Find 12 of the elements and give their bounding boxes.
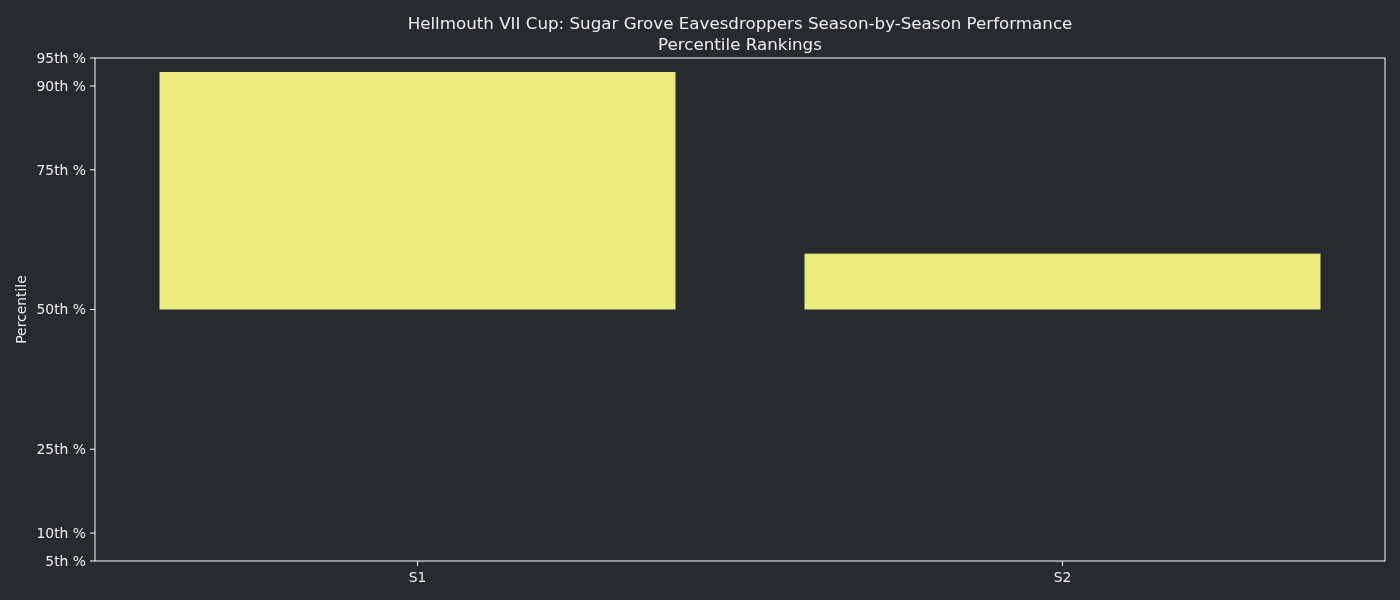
y-tick-label: 90th % (36, 77, 86, 94)
y-tick-label: 25th % (36, 441, 86, 458)
chart-title: Hellmouth VII Cup: Sugar Grove Eavesdroppers Season-by-Season Performance (407, 13, 1073, 33)
y-tick-label: 10th % (36, 524, 86, 541)
y-axis-title: Percentile (13, 275, 29, 344)
chart-subtitle: Percentile Rankings (658, 34, 822, 54)
x-tick-label: S2 (1053, 569, 1072, 585)
y-tick-label: 5th % (45, 552, 86, 569)
y-tick-label: 95th % (36, 49, 86, 66)
y-tick-label: 75th % (36, 161, 86, 178)
x-tick-label: S1 (408, 569, 427, 585)
y-tick-label: 50th % (36, 301, 86, 318)
